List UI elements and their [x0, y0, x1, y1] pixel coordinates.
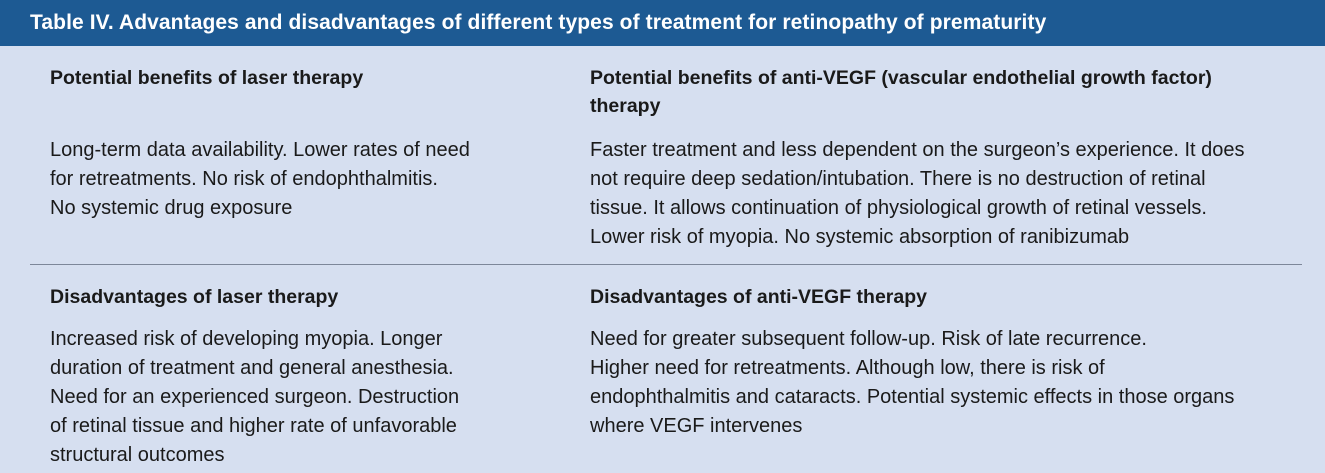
- text-line: structural outcomes: [50, 444, 225, 466]
- table-title-bar: Table IV. Advantages and disadvantages o…: [0, 0, 1325, 46]
- anti-vegf-benefits-text: Faster treatment and less dependent on t…: [590, 136, 1315, 252]
- text-line: Lower risk of myopia. No systemic absorp…: [590, 226, 1130, 248]
- text-line: No systemic drug exposure: [50, 197, 293, 219]
- anti-vegf-disadvantages-heading: Disadvantages of anti-VEGF therapy: [590, 286, 927, 308]
- text-line: Increased risk of developing myopia. Lon…: [50, 328, 443, 350]
- text-line: where VEGF intervenes: [590, 415, 803, 437]
- text-line: Long-term data availability. Lower rates…: [50, 139, 470, 161]
- anti-vegf-benefits-heading-line: Potential benefits of anti-VEGF (vascula…: [590, 67, 1212, 89]
- text-line: Need for greater subsequent follow-up. R…: [590, 328, 1147, 350]
- anti-vegf-disadvantages-text: Need for greater subsequent follow-up. R…: [590, 325, 1315, 441]
- laser-benefits-heading: Potential benefits of laser therapy: [50, 67, 364, 89]
- laser-benefits-text: Long-term data availability. Lower rates…: [50, 136, 550, 223]
- text-line: of retinal tissue and higher rate of unf…: [50, 415, 457, 437]
- anti-vegf-benefits-heading-line: therapy: [590, 95, 661, 117]
- text-line: for retreatments. No risk of endophthalm…: [50, 168, 438, 190]
- text-line: endophthalmitis and cataracts. Potential…: [590, 386, 1235, 408]
- table-title: Table IV. Advantages and disadvantages o…: [30, 11, 1047, 34]
- text-line: Faster treatment and less dependent on t…: [590, 139, 1245, 161]
- text-line: Higher need for retreatments. Although l…: [590, 357, 1105, 379]
- row-divider: [30, 264, 1302, 265]
- text-line: not require deep sedation/intubation. Th…: [590, 168, 1206, 190]
- laser-disadvantages-heading: Disadvantages of laser therapy: [50, 286, 339, 308]
- text-line: Need for an experienced surgeon. Destruc…: [50, 386, 460, 408]
- laser-disadvantages-text: Increased risk of developing myopia. Lon…: [50, 325, 550, 470]
- anti-vegf-benefits-heading: Potential benefits of anti-VEGF (vascula…: [590, 64, 1310, 120]
- text-line: tissue. It allows continuation of physio…: [590, 197, 1207, 219]
- text-line: duration of treatment and general anesth…: [50, 357, 454, 379]
